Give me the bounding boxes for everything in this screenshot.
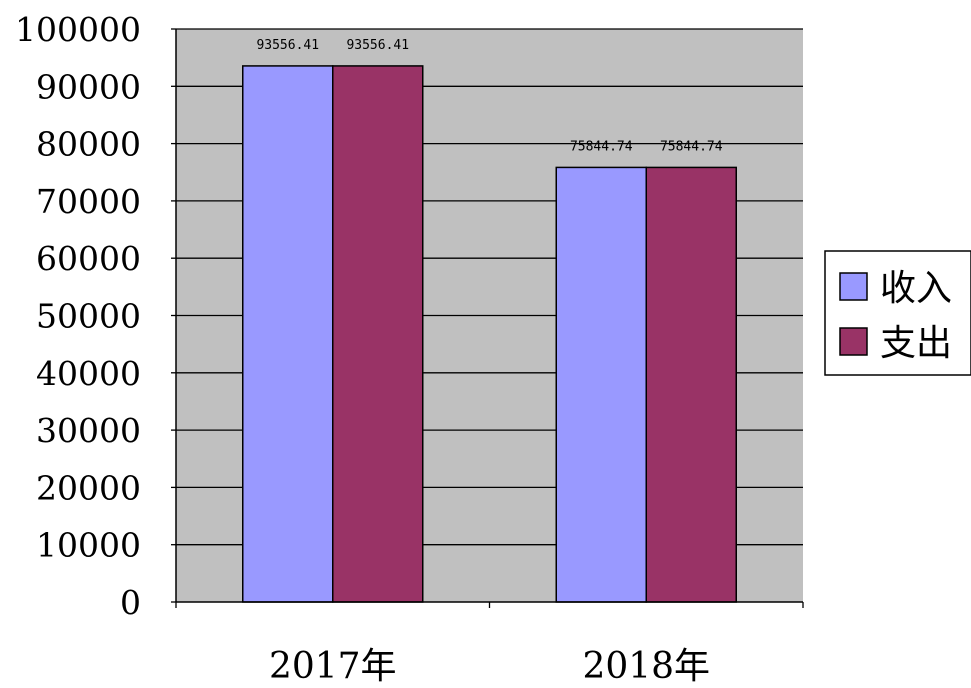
bar-收入-2018年 — [555, 166, 647, 603]
y-tick-label: 20000 — [36, 468, 141, 507]
data-label: 75844.74 — [570, 139, 633, 154]
bar-收入-2017年 — [242, 65, 334, 603]
y-tick-label: 100000 — [15, 10, 141, 49]
data-labels: 93556.41 93556.41 75844.74 75844.74 — [256, 38, 722, 154]
y-tick-label: 40000 — [36, 354, 141, 393]
data-label: 93556.41 — [256, 38, 319, 53]
bar-支出-2017年 — [332, 65, 424, 603]
category-label: 2017年 — [269, 646, 397, 687]
data-label: 93556.41 — [346, 38, 409, 53]
legend-swatch — [839, 327, 868, 356]
bars — [242, 65, 737, 603]
data-label: 75844.74 — [660, 139, 723, 154]
category-label: 2018年 — [582, 646, 710, 687]
category-labels: 2017年 2018年 — [269, 646, 710, 687]
bar-支出-2018年 — [645, 166, 737, 603]
legend-swatch — [839, 272, 868, 301]
legend-label: 支出 — [880, 323, 952, 364]
axes — [171, 28, 804, 608]
y-tick-label: 0 — [120, 583, 141, 622]
y-tick-label: 70000 — [36, 182, 141, 221]
y-tick-label: 30000 — [36, 411, 141, 450]
y-tick-labels: 0 10000 20000 30000 40000 50000 60000 70000 8000… — [15, 10, 141, 622]
y-tick-label: 10000 — [36, 526, 141, 565]
legend-label: 收入 — [880, 268, 952, 309]
y-tick-label: 90000 — [36, 67, 141, 106]
y-tick-label: 50000 — [36, 297, 141, 336]
y-tick-label: 60000 — [36, 239, 141, 278]
y-tick-label: 80000 — [36, 125, 141, 164]
